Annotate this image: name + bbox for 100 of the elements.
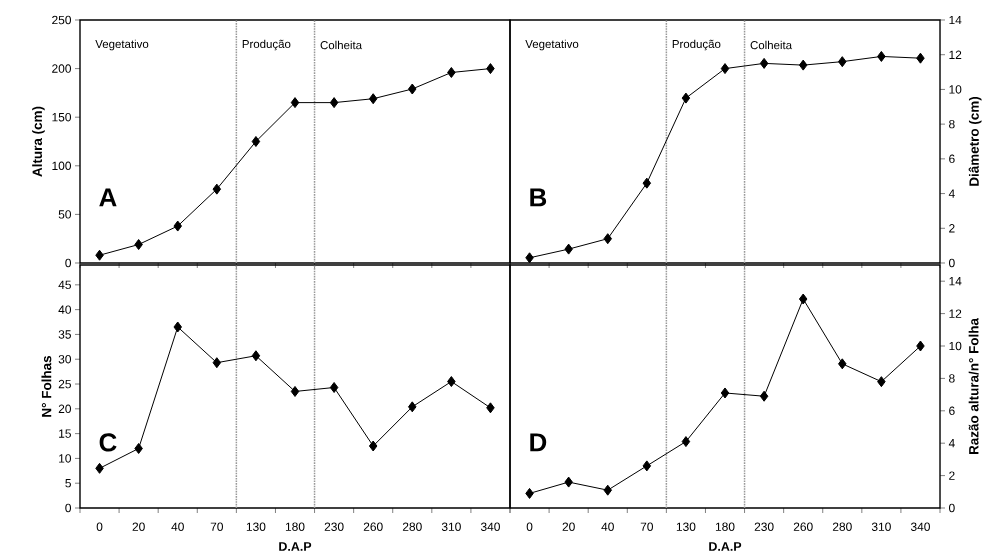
y2-tick-label: 2 — [949, 224, 955, 233]
x-tick-label: 70 — [640, 522, 654, 531]
y-tick-label: 0 — [65, 258, 72, 268]
x-tick-label: 260 — [793, 522, 813, 531]
point — [212, 357, 222, 369]
point — [720, 387, 730, 399]
y2-tick-label: 14 — [949, 277, 962, 286]
annotation: Colheita — [750, 40, 793, 50]
point — [603, 484, 612, 496]
y2-tick-label: 12 — [949, 50, 962, 59]
x-tick-label: 260 — [363, 522, 383, 531]
x-tick-label: 20 — [562, 522, 575, 531]
y2-tick-label: 12 — [949, 309, 962, 318]
y2-tick-label: 0 — [949, 258, 955, 268]
point — [877, 376, 886, 388]
y2-tick-label: 10 — [949, 85, 962, 94]
point — [720, 63, 730, 75]
annotation: A — [99, 188, 117, 207]
point — [759, 390, 769, 402]
y-tick-label: 40 — [58, 305, 72, 314]
x-tick-label: 180 — [715, 522, 735, 531]
y2-tick-label: 10 — [949, 341, 962, 351]
y-tick-label: 10 — [59, 454, 72, 463]
point — [134, 442, 143, 454]
y-tick-label: 0 — [65, 503, 72, 513]
x-tick-label: 70 — [210, 522, 223, 531]
point — [525, 487, 534, 499]
x-tick-label: 0 — [96, 522, 103, 531]
annotation: Colheita — [320, 40, 363, 50]
y2-tick-label: 0 — [949, 503, 955, 513]
y2-tick-label: 8 — [949, 374, 955, 383]
y2-tick-label: 6 — [949, 406, 955, 416]
y2-tick-label: 2 — [949, 471, 955, 480]
x-tick-label: 130 — [246, 522, 266, 531]
point — [642, 460, 652, 472]
x-tick-label: 230 — [324, 522, 344, 531]
point — [798, 293, 808, 305]
x-tick-label: 130 — [676, 522, 696, 531]
x-tick-label: 230 — [754, 522, 774, 531]
point — [134, 239, 143, 251]
x-tick-label: 40 — [171, 522, 184, 531]
point — [603, 233, 612, 245]
point — [486, 402, 495, 414]
point — [525, 252, 534, 264]
point — [759, 57, 769, 69]
x-tick-label: 340 — [480, 522, 500, 531]
y2-tick-label: 4 — [948, 189, 955, 198]
x-tick-label: 20 — [132, 522, 145, 531]
point — [564, 476, 573, 488]
annotation: Vegetativo — [525, 39, 579, 51]
point — [329, 381, 339, 393]
point — [290, 97, 300, 109]
x-tick-label: 180 — [285, 522, 305, 531]
x-axis-title: D.A.P — [279, 542, 312, 551]
point — [838, 358, 847, 370]
annotation: B — [530, 188, 547, 207]
point — [212, 183, 222, 195]
point — [642, 177, 652, 189]
point — [329, 97, 339, 109]
y2-axis-title: Razão altura/n° Folha — [968, 317, 979, 455]
point — [408, 401, 417, 413]
annotation: Produção — [672, 39, 721, 51]
x-axis-title: D.A.P — [709, 542, 742, 551]
point — [447, 376, 456, 388]
y-tick-label: 200 — [52, 64, 72, 73]
y-tick-label: 35 — [58, 330, 71, 339]
y2-tick-label: 14 — [949, 15, 962, 25]
y2-axis-title: Diâmetro (cm) — [968, 96, 982, 186]
annotation: Vegetativo — [95, 39, 149, 51]
x-tick-label: 310 — [871, 522, 891, 531]
point — [408, 83, 417, 95]
x-tick-label: 40 — [601, 522, 614, 531]
y-tick-label: 100 — [52, 161, 72, 171]
y-tick-label: 30 — [58, 355, 72, 364]
point — [447, 66, 456, 78]
point — [95, 249, 104, 261]
point — [564, 243, 573, 255]
point — [486, 63, 495, 75]
point — [681, 92, 691, 104]
y-tick-label: 15 — [59, 429, 71, 438]
point — [368, 93, 378, 105]
y-tick-label: 5 — [65, 479, 71, 488]
annotation: C — [99, 433, 117, 452]
y2-tick-label: 4 — [948, 439, 955, 448]
y-tick-label: 50 — [58, 210, 72, 219]
point — [368, 440, 378, 452]
annotation: Produção — [242, 39, 291, 51]
x-tick-label: 340 — [910, 522, 930, 531]
point — [916, 52, 925, 64]
y2-tick-label: 6 — [949, 154, 955, 164]
point — [290, 385, 300, 397]
point — [877, 50, 886, 62]
point — [251, 136, 261, 147]
y-tick-label: 45 — [58, 280, 71, 289]
point — [681, 436, 691, 448]
point — [798, 59, 808, 71]
y-tick-label: 20 — [58, 404, 72, 414]
x-tick-label: 0 — [526, 522, 533, 531]
y-tick-label: 150 — [52, 112, 72, 122]
y2-tick-label: 8 — [949, 119, 955, 129]
